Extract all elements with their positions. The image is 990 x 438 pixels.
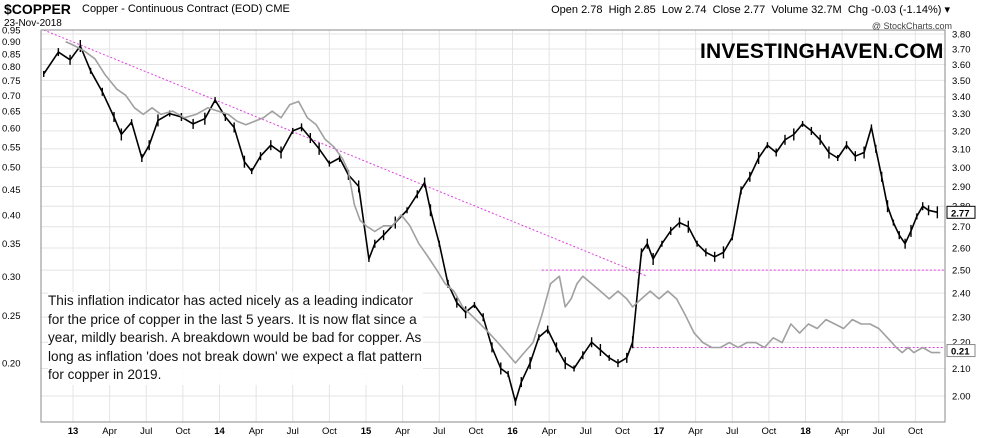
left-tick-label: 0.30	[2, 272, 21, 283]
right-tick-label: 2.20	[952, 338, 971, 349]
close-value: 2.77	[743, 4, 766, 16]
chg-label: Chg	[847, 4, 869, 16]
exchange-label: CME	[265, 3, 290, 15]
description-label: Copper - Continuous Contract (EOD) CME	[82, 3, 290, 15]
x-tick-label: Oct	[175, 426, 190, 437]
chart-lines	[43, 29, 945, 406]
date-label: 23-Nov-2018	[4, 18, 62, 29]
left-tick-label: 0.70	[2, 91, 21, 102]
description-text: Copper - Continuous Contract (EOD)	[82, 3, 263, 15]
right-axis-ticks: 2.002.102.202.302.402.502.602.702.802.90…	[952, 30, 971, 403]
right-tick-label: 3.80	[952, 30, 971, 41]
right-tick-label: 2.40	[952, 289, 971, 300]
x-tick-label: Oct	[322, 426, 337, 437]
left-tick-label: 0.75	[2, 76, 21, 87]
right-tick-label: 2.60	[952, 244, 971, 255]
left-tick-label: 0.60	[2, 124, 21, 135]
last-price-label: 2.77	[951, 208, 970, 219]
right-tick-label: 3.30	[952, 109, 971, 120]
x-axis-ticks: 13 Apr Jul Oct 14 Apr Jul Oct 15 Apr Jul Oct 16 Apr Ju…	[68, 426, 923, 437]
left-tick-label: 0.20	[2, 359, 21, 370]
annotation-text: This inflation indicator has acted nicel…	[48, 292, 423, 385]
x-tick-label: Apr	[688, 426, 703, 437]
open-label: Open	[551, 4, 578, 16]
right-tick-label: 3.40	[952, 92, 971, 103]
x-tick-label: Apr	[395, 426, 410, 437]
x-tick-label: Apr	[542, 426, 557, 437]
left-tick-label: 0.85	[2, 49, 21, 60]
last-price-marker	[946, 205, 976, 219]
right-tick-label: 3.20	[952, 126, 971, 137]
close-label: Close	[712, 4, 741, 16]
low-label: Low	[661, 4, 683, 16]
price-markers: 2.77 0.21	[946, 205, 976, 358]
x-tick-label: Oct	[908, 426, 923, 437]
right-tick-label: 2.90	[952, 182, 971, 193]
right-tick-label: 2.70	[952, 222, 971, 233]
right-tick-label: 3.50	[952, 76, 971, 87]
x-tick-label: Apr	[835, 426, 850, 437]
ohlc-readout: Open 2.78 High 2.85 Low 2.74 Close 2.77 …	[551, 3, 950, 16]
left-tick-label: 0.45	[2, 185, 21, 196]
watermark: @ StockCharts.com	[871, 21, 952, 31]
trendline	[43, 29, 648, 277]
left-tick-label: 0.55	[2, 142, 21, 153]
right-tick-label: 2.00	[952, 392, 971, 403]
right-tick-label: 2.30	[952, 313, 971, 324]
x-tick-label: Jul	[287, 426, 299, 437]
x-tick-label: Apr	[249, 426, 264, 437]
x-tick-label: Jul	[140, 426, 152, 437]
x-tick-label: 18	[800, 426, 811, 437]
x-tick-label: Jul	[580, 426, 592, 437]
x-tick-label: 15	[361, 426, 372, 437]
x-tick-label: 13	[68, 426, 79, 437]
left-tick-label: 0.25	[2, 311, 21, 322]
overlay-last-marker	[946, 344, 976, 358]
inflation-indicator-line	[65, 40, 941, 364]
x-tick-label: 14	[214, 426, 225, 437]
x-tick-label: Oct	[468, 426, 483, 437]
right-tick-label: 3.00	[952, 163, 971, 174]
right-tick-label: 2.50	[952, 266, 971, 277]
left-tick-label: 0.65	[2, 107, 21, 118]
copper-price-line	[43, 45, 938, 403]
open-value: 2.78	[581, 4, 603, 16]
right-tick-label: 3.60	[952, 60, 971, 71]
x-tick-label: Jul	[433, 426, 445, 437]
left-tick-label: 0.90	[2, 37, 21, 48]
volume-label: Volume	[771, 4, 809, 16]
x-tick-label: Oct	[761, 426, 776, 437]
x-tick-label: Jul	[873, 426, 885, 437]
left-tick-label: 0.40	[2, 210, 21, 221]
x-tick-label: Apr	[102, 426, 117, 437]
dropdown-icon[interactable]: ▾	[944, 4, 950, 16]
x-tick-label: 16	[507, 426, 518, 437]
high-label: High	[608, 4, 632, 16]
right-tick-label: 3.70	[952, 45, 971, 56]
chg-value: -0.03 (-1.14%)	[871, 4, 942, 16]
x-tick-label: Jul	[726, 426, 738, 437]
brand-watermark: INVESTINGHAVEN.COM	[700, 40, 944, 63]
left-tick-label: 0.95	[2, 26, 21, 37]
left-tick-label: 0.50	[2, 163, 21, 174]
left-tick-label: 0.80	[2, 62, 21, 73]
x-tick-label: 17	[654, 426, 665, 437]
right-tick-label: 3.10	[952, 144, 971, 155]
overlay-last-label: 0.21	[951, 347, 970, 358]
plot-border	[40, 29, 946, 423]
low-value: 2.74	[685, 4, 707, 16]
volume-value: 32.7M	[811, 4, 842, 16]
high-value: 2.85	[634, 4, 656, 16]
symbol-label: $COPPER	[4, 1, 71, 17]
x-tick-label: Oct	[615, 426, 630, 437]
right-tick-label: 2.10	[952, 364, 971, 375]
left-axis-ticks: 0.20 0.25 0.30 0.35 0.40 0.45 0.50 0.55 0.60 0.65…	[2, 26, 21, 370]
left-tick-label: 0.35	[2, 239, 21, 250]
